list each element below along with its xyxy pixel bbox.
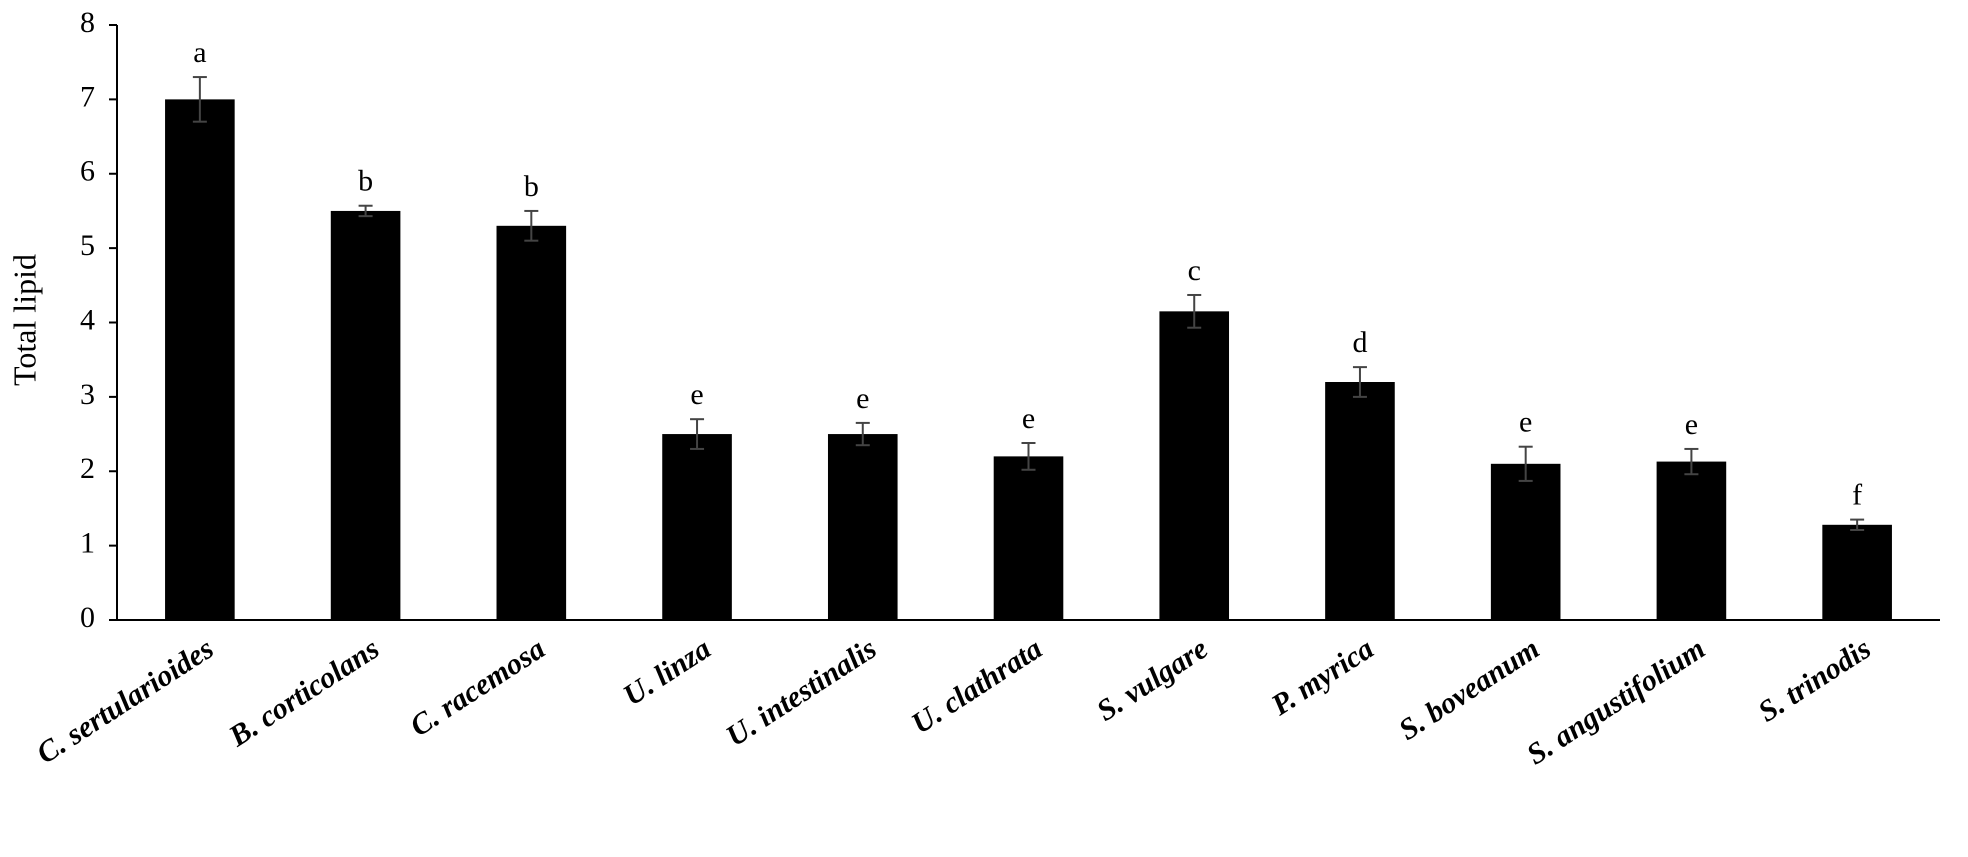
- group-label: d: [1352, 326, 1367, 359]
- x-tick-label: B. corticolans: [222, 632, 385, 754]
- x-tick-label: U. linza: [618, 632, 717, 712]
- group-label: e: [690, 378, 703, 411]
- x-tick-label: S. boveanum: [1393, 632, 1545, 747]
- bar: [1656, 461, 1727, 620]
- group-label: e: [1022, 402, 1035, 435]
- group-label: f: [1852, 478, 1862, 511]
- y-tick-label: 0: [80, 601, 95, 634]
- x-tick-label: S. angustifolium: [1521, 632, 1711, 771]
- group-label: e: [856, 382, 869, 415]
- group-label: c: [1188, 254, 1201, 287]
- x-tick-label: C. sertularioides: [31, 632, 220, 770]
- x-tick-label: U. intestinalis: [720, 632, 882, 753]
- y-tick-label: 5: [80, 229, 95, 262]
- bar: [1159, 311, 1230, 620]
- bar: [330, 210, 401, 620]
- y-tick-label: 3: [80, 378, 95, 411]
- x-tick-label: U. clathrata: [906, 632, 1048, 740]
- group-label: a: [193, 36, 206, 69]
- y-tick-label: 7: [80, 80, 95, 113]
- bar: [662, 434, 732, 620]
- bar: [165, 99, 235, 620]
- bar: [1325, 382, 1395, 620]
- bar: [1490, 463, 1561, 620]
- bar: [993, 456, 1064, 620]
- y-axis-label: Total lipid: [6, 254, 42, 386]
- group-label: b: [358, 165, 373, 198]
- x-tick-label: S. trinodis: [1752, 632, 1876, 729]
- group-label: e: [1685, 408, 1698, 441]
- bar: [496, 225, 567, 620]
- group-label: b: [524, 170, 539, 203]
- x-tick-label: S. vulgare: [1091, 632, 1214, 728]
- y-tick-label: 6: [80, 155, 95, 188]
- bar: [1822, 524, 1892, 620]
- y-tick-label: 8: [80, 6, 95, 39]
- y-tick-label: 4: [80, 303, 95, 336]
- bar: [827, 434, 898, 620]
- y-tick-label: 1: [80, 527, 95, 560]
- group-label: e: [1519, 406, 1532, 439]
- x-tick-label: P. myrica: [1265, 632, 1380, 723]
- x-tick-label: C. racemosa: [404, 632, 551, 743]
- y-tick-label: 2: [80, 452, 95, 485]
